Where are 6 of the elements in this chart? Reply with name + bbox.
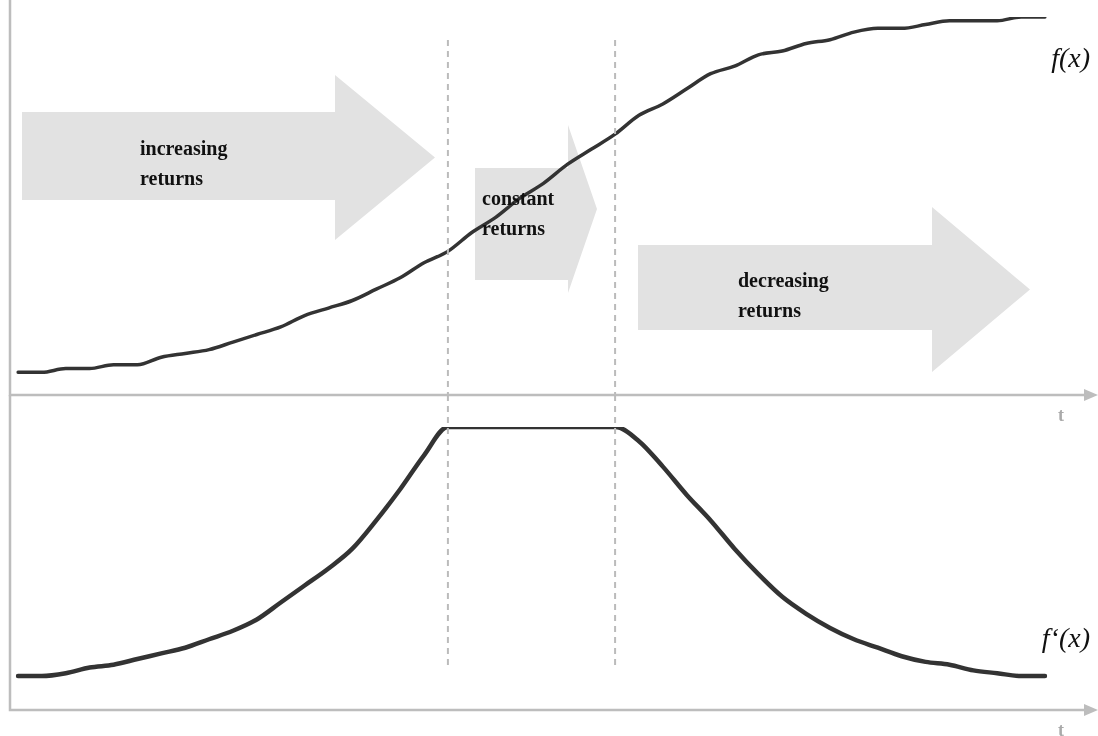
x-axis-title: t (1058, 719, 1064, 736)
series-label: f‘(x) (1041, 622, 1090, 654)
annotation: increasing returns (140, 136, 229, 191)
series-label: f(x) (1051, 42, 1090, 74)
annotation: decreasing returns (738, 268, 830, 323)
x-axis-title: t (1058, 404, 1064, 425)
